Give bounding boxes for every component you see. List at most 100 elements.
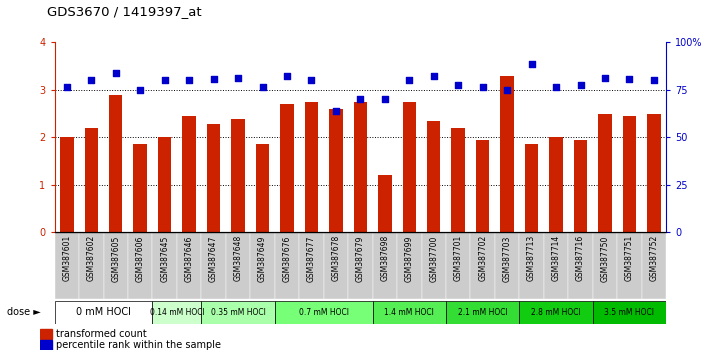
Point [648, 78, 660, 83]
Text: 0 mM HOCl: 0 mM HOCl [76, 307, 131, 318]
Bar [427, 121, 440, 232]
Bar [299, 232, 324, 299]
Bar [250, 232, 274, 299]
Text: GSM387649: GSM387649 [258, 235, 267, 282]
Point [355, 96, 366, 102]
Bar [152, 232, 177, 299]
Point [330, 108, 341, 114]
Text: 0.35 mM HOCl: 0.35 mM HOCl [210, 308, 266, 317]
Text: GSM387677: GSM387677 [307, 235, 316, 282]
Text: 1.4 mM HOCl: 1.4 mM HOCl [384, 308, 434, 317]
Bar [274, 232, 299, 299]
Point [452, 82, 464, 88]
Bar [202, 232, 226, 299]
Bar [55, 301, 152, 324]
Text: GSM387752: GSM387752 [649, 235, 658, 281]
Point [502, 87, 513, 93]
Point [306, 78, 317, 83]
Point [135, 87, 146, 93]
Text: 2.1 mM HOCl: 2.1 mM HOCl [458, 308, 507, 317]
Bar [622, 116, 636, 232]
Point [599, 75, 611, 81]
Bar [40, 340, 52, 350]
Bar [60, 137, 74, 232]
Bar [647, 114, 660, 232]
Text: GSM387714: GSM387714 [552, 235, 561, 281]
Text: GSM387699: GSM387699 [405, 235, 414, 282]
Text: GSM387700: GSM387700 [430, 235, 438, 282]
Bar [446, 232, 470, 299]
Text: 3.5 mM HOCl: 3.5 mM HOCl [604, 308, 654, 317]
Bar [519, 232, 544, 299]
Point [403, 78, 415, 83]
Bar [598, 114, 612, 232]
Bar [525, 144, 538, 232]
Bar [305, 102, 318, 232]
Point [61, 85, 73, 90]
Text: GSM387676: GSM387676 [282, 235, 291, 282]
Bar [329, 109, 343, 232]
Bar [232, 119, 245, 232]
Text: GSM387601: GSM387601 [63, 235, 71, 281]
Point [624, 76, 636, 82]
Text: GSM387678: GSM387678 [331, 235, 341, 281]
Text: 0.14 mM HOCl: 0.14 mM HOCl [149, 308, 205, 317]
Bar [348, 232, 373, 299]
Bar [109, 95, 122, 232]
Text: 2.8 mM HOCl: 2.8 mM HOCl [531, 308, 581, 317]
Text: GSM387701: GSM387701 [454, 235, 463, 281]
Bar [226, 232, 250, 299]
Bar [378, 175, 392, 232]
Bar [500, 76, 514, 232]
Text: percentile rank within the sample: percentile rank within the sample [56, 341, 221, 350]
Bar [519, 301, 593, 324]
Text: GSM387703: GSM387703 [502, 235, 512, 282]
Bar [397, 232, 422, 299]
Bar [373, 301, 446, 324]
Point [526, 61, 537, 67]
Bar [128, 232, 152, 299]
Bar [152, 301, 202, 324]
Point [183, 78, 195, 83]
Text: GSM387606: GSM387606 [135, 235, 145, 282]
Text: GSM387713: GSM387713 [527, 235, 536, 281]
Bar [470, 232, 495, 299]
Text: GSM387648: GSM387648 [234, 235, 242, 281]
Bar [256, 144, 269, 232]
Bar [451, 128, 465, 232]
Bar [495, 232, 519, 299]
Point [281, 73, 293, 79]
Bar [158, 137, 171, 232]
Point [428, 73, 440, 79]
Text: GSM387716: GSM387716 [576, 235, 585, 281]
Bar [133, 144, 147, 232]
Bar [574, 139, 587, 232]
Bar [544, 232, 569, 299]
Text: GSM387602: GSM387602 [87, 235, 96, 281]
Bar [403, 102, 416, 232]
Point [574, 82, 586, 88]
Bar [177, 232, 202, 299]
Bar [550, 137, 563, 232]
Text: transformed count: transformed count [56, 329, 147, 339]
Point [207, 76, 219, 82]
Bar [354, 102, 367, 232]
Text: GSM387751: GSM387751 [625, 235, 634, 281]
Bar [373, 232, 397, 299]
Bar [446, 301, 519, 324]
Bar [569, 232, 593, 299]
Text: GSM387702: GSM387702 [478, 235, 487, 281]
Text: GSM387645: GSM387645 [160, 235, 169, 282]
Bar [79, 232, 103, 299]
Text: GSM387605: GSM387605 [111, 235, 120, 282]
Bar [422, 232, 446, 299]
Bar [476, 139, 489, 232]
Bar [617, 232, 641, 299]
Point [232, 75, 244, 81]
Text: GSM387647: GSM387647 [209, 235, 218, 282]
Text: GSM387750: GSM387750 [601, 235, 609, 282]
Bar [641, 232, 666, 299]
Bar [55, 232, 79, 299]
Text: GSM387698: GSM387698 [380, 235, 389, 281]
Bar [40, 329, 52, 339]
